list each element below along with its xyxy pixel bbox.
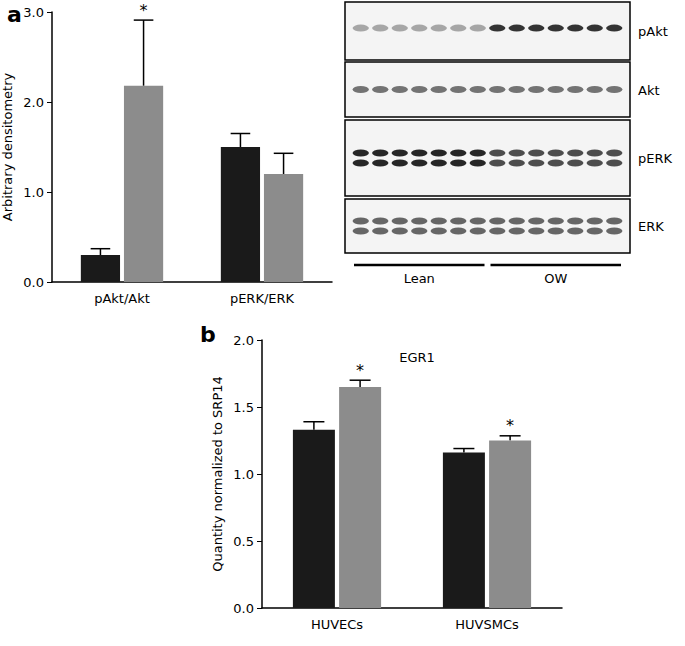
svg-text:Lean: Lean — [404, 271, 435, 286]
svg-text:2.0: 2.0 — [23, 95, 44, 110]
svg-text:Quantity normalized to SRP14: Quantity normalized to SRP14 — [210, 376, 225, 572]
svg-text:1.0: 1.0 — [233, 467, 254, 482]
svg-text:0.0: 0.0 — [23, 275, 44, 290]
svg-text:2.0: 2.0 — [233, 333, 254, 348]
svg-text:*: * — [506, 416, 514, 435]
svg-text:OW: OW — [544, 271, 567, 286]
svg-text:1.5: 1.5 — [233, 400, 254, 415]
svg-text:1.0: 1.0 — [23, 185, 44, 200]
svg-text:0.0: 0.0 — [233, 601, 254, 616]
svg-text:3.0: 3.0 — [23, 5, 44, 20]
svg-text:0.5: 0.5 — [233, 534, 254, 549]
svg-text:Arbitrary densitometry: Arbitrary densitometry — [0, 72, 15, 221]
svg-text:*: * — [356, 361, 364, 380]
svg-text:pAkt: pAkt — [638, 24, 668, 39]
svg-text:HUVECs: HUVECs — [311, 617, 363, 632]
svg-text:pERK/ERK: pERK/ERK — [230, 291, 295, 306]
svg-text:ERK: ERK — [638, 219, 664, 234]
svg-text:pERK: pERK — [638, 151, 672, 166]
svg-text:a: a — [7, 2, 22, 27]
svg-text:pAkt/Akt: pAkt/Akt — [94, 291, 150, 306]
svg-text:HUVSMCs: HUVSMCs — [455, 617, 519, 632]
svg-text:*: * — [140, 1, 148, 20]
svg-text:EGR1: EGR1 — [399, 350, 435, 365]
svg-text:b: b — [200, 322, 216, 347]
svg-text:Akt: Akt — [638, 83, 660, 98]
